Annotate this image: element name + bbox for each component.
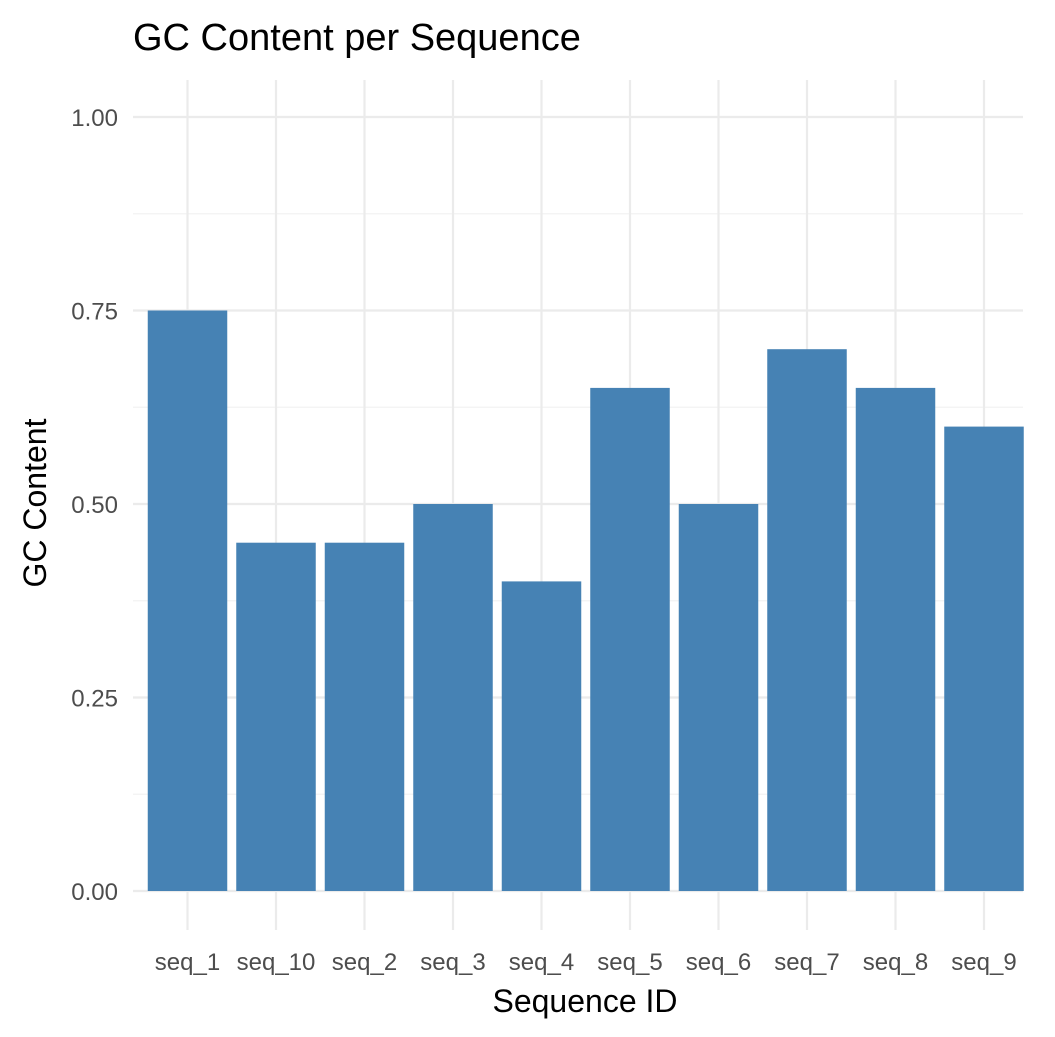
x-tick-label: seq_4 (509, 949, 574, 976)
x-tick-label: seq_9 (951, 949, 1016, 976)
x-tick-label: seq_10 (237, 949, 316, 976)
chart-title: GC Content per Sequence (133, 17, 581, 59)
y-tick-label: 0.25 (71, 686, 118, 713)
x-axis-ticks: seq_1 seq_10 seq_2 seq_3 seq_4 seq_5 seq_6 seq_… (155, 949, 1017, 976)
bar-seq_3 (413, 504, 493, 891)
bar-seq_4 (501, 581, 582, 891)
bar-seq_7 (767, 349, 847, 891)
y-axis-ticks: 0.00 0.25 0.50 0.75 1.00 (71, 105, 118, 906)
bar-seq_2 (324, 542, 405, 891)
y-tick-label: 0.50 (71, 492, 118, 519)
y-tick-label: 0.00 (71, 879, 118, 906)
x-tick-label: seq_8 (863, 949, 928, 976)
bar-seq_6 (678, 504, 759, 891)
y-axis-title: GC Content (17, 418, 53, 587)
bar-seq_5 (590, 387, 670, 891)
x-tick-label: seq_7 (774, 949, 839, 976)
y-tick-label: 1.00 (71, 105, 118, 132)
x-tick-label: seq_5 (597, 949, 662, 976)
bar-seq_1 (147, 310, 228, 891)
x-tick-label: seq_3 (420, 949, 485, 976)
x-tick-label: seq_1 (155, 949, 220, 976)
x-tick-label: seq_6 (686, 949, 751, 976)
bar-seq_9 (944, 426, 1024, 891)
y-tick-label: 0.75 (71, 299, 118, 326)
bar-seq_10 (236, 542, 316, 891)
bars (147, 310, 1024, 891)
x-axis-title: Sequence ID (492, 983, 677, 1019)
bar-seq_8 (855, 387, 936, 891)
x-tick-label: seq_2 (332, 949, 397, 976)
